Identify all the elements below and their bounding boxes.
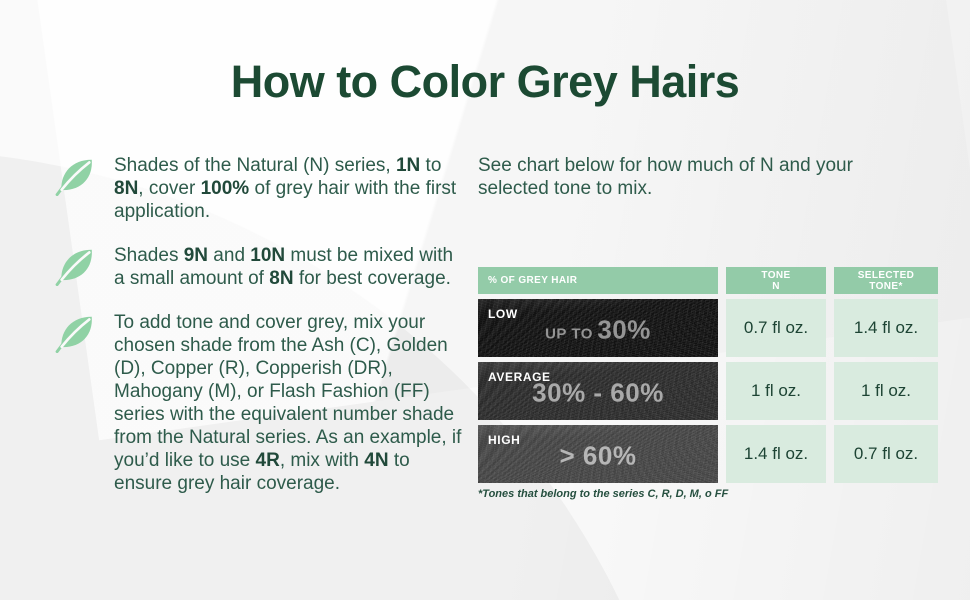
- bullet-text: To add tone and cover grey, mix your cho…: [114, 312, 462, 494]
- bullet-text: Shades 9N and 10N must be mixed with a s…: [114, 245, 454, 289]
- bullet-item-tone-mixing: To add tone and cover grey, mix your cho…: [55, 311, 467, 495]
- header-line: N: [772, 280, 780, 292]
- range-prefix: UP TO: [545, 325, 593, 343]
- selected-tone-amount: 1.4 fl oz.: [834, 299, 938, 357]
- header-line: TONE*: [869, 280, 903, 292]
- grey-hair-mix-table: % OF GREY HAIR TONE N SELECTED TONE* LOW…: [478, 267, 938, 483]
- range-value: > 60%: [559, 440, 637, 471]
- grey-percentage-text: 30% - 60%: [478, 377, 718, 408]
- tone-n-amount: 1.4 fl oz.: [726, 425, 826, 483]
- table-row-average-hair-image-cell: AVERAGE 30% - 60%: [478, 362, 718, 420]
- column-header-grey-hair: % OF GREY HAIR: [478, 267, 718, 294]
- hair-texture: [478, 299, 718, 357]
- selected-tone-amount: 1 fl oz.: [834, 362, 938, 420]
- bullet-item-9n-10n: Shades 9N and 10N must be mixed with a s…: [55, 244, 467, 290]
- range-value: 30%: [597, 314, 651, 345]
- bullet-item-natural-series: Shades of the Natural (N) series, 1N to …: [55, 154, 467, 223]
- selected-tone-amount: 0.7 fl oz.: [834, 425, 938, 483]
- hair-texture: [478, 425, 718, 483]
- range-value: 30% - 60%: [532, 377, 664, 408]
- bullet-text: Shades of the Natural (N) series, 1N to …: [114, 155, 457, 222]
- chart-intro-text: See chart below for how much of N and yo…: [478, 155, 853, 199]
- bullet-list: Shades of the Natural (N) series, 1N to …: [55, 154, 467, 516]
- leaf-icon: [55, 244, 97, 287]
- table-row-low-hair-image-cell: LOW UP TO 30%: [478, 299, 718, 357]
- header-line: TONE: [761, 269, 791, 281]
- header-line: SELECTED: [857, 269, 915, 281]
- column-header-selected-tone: SELECTED TONE*: [834, 267, 938, 294]
- tone-n-amount: 1 fl oz.: [726, 362, 826, 420]
- leaf-icon: [55, 311, 97, 354]
- page-title: How to Color Grey Hairs: [230, 56, 740, 107]
- table-footnote: *Tones that belong to the series C, R, D…: [478, 488, 729, 500]
- table-row-high-hair-image-cell: HIGH > 60%: [478, 425, 718, 483]
- hair-texture: [478, 362, 718, 420]
- grey-percentage-text: > 60%: [478, 440, 718, 471]
- leaf-icon: [55, 154, 97, 197]
- column-header-tone-n: TONE N: [726, 267, 826, 294]
- tone-n-amount: 0.7 fl oz.: [726, 299, 826, 357]
- grey-percentage-text: UP TO 30%: [478, 314, 718, 345]
